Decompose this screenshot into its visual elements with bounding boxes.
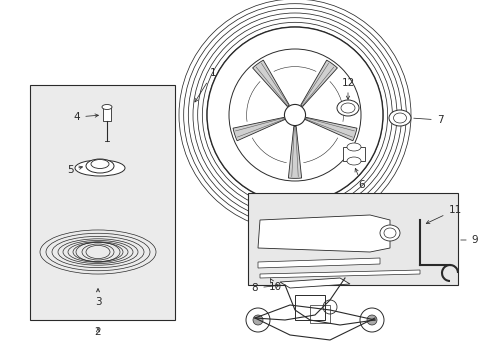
Polygon shape: [258, 215, 389, 252]
Text: 11: 11: [426, 205, 461, 224]
Text: 7: 7: [413, 115, 443, 125]
Ellipse shape: [75, 160, 125, 176]
Circle shape: [323, 300, 336, 314]
Text: 9: 9: [460, 235, 477, 245]
Circle shape: [206, 27, 382, 203]
Text: 8: 8: [251, 283, 279, 293]
Bar: [30, 85, 175, 320]
Circle shape: [245, 308, 269, 332]
Ellipse shape: [346, 143, 360, 151]
Polygon shape: [233, 117, 284, 141]
Ellipse shape: [102, 104, 112, 109]
Circle shape: [359, 308, 383, 332]
Bar: [247, 193, 457, 285]
Circle shape: [366, 315, 376, 325]
Bar: [103, 107, 111, 121]
Ellipse shape: [91, 159, 109, 168]
Text: 10: 10: [268, 279, 281, 292]
Text: 5: 5: [66, 165, 82, 175]
Bar: [309, 305, 329, 323]
Ellipse shape: [379, 225, 399, 241]
Polygon shape: [288, 126, 301, 178]
Ellipse shape: [388, 110, 410, 126]
Circle shape: [284, 104, 305, 126]
Polygon shape: [305, 117, 356, 141]
Text: 6: 6: [354, 168, 365, 190]
Circle shape: [252, 315, 263, 325]
Bar: [342, 147, 364, 161]
Ellipse shape: [340, 103, 354, 113]
Ellipse shape: [383, 228, 395, 238]
Ellipse shape: [336, 100, 358, 116]
Polygon shape: [258, 258, 379, 268]
Ellipse shape: [86, 159, 114, 173]
Bar: [294, 295, 325, 320]
Ellipse shape: [346, 157, 360, 165]
Text: 2: 2: [95, 327, 101, 337]
Polygon shape: [300, 60, 337, 107]
Text: 1: 1: [195, 68, 216, 102]
Polygon shape: [252, 60, 289, 107]
Text: 4: 4: [74, 112, 98, 122]
Polygon shape: [260, 270, 419, 278]
Text: 12: 12: [341, 78, 354, 88]
Circle shape: [228, 49, 360, 181]
Text: 3: 3: [95, 289, 101, 307]
Polygon shape: [280, 278, 349, 288]
Ellipse shape: [393, 113, 406, 123]
